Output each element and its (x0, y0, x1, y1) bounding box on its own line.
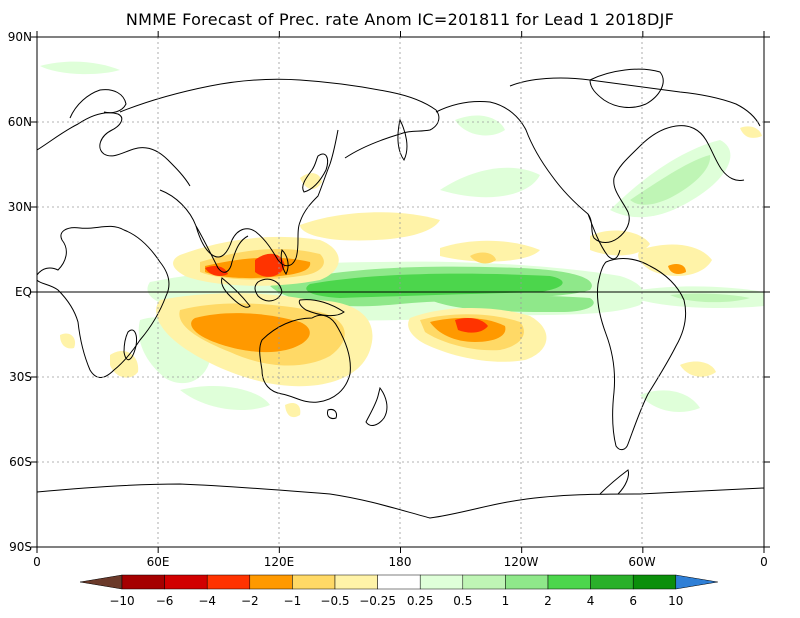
coast-kamchatka (397, 118, 408, 161)
coast-central-america (587, 213, 621, 260)
lat-tick-label: 90S (9, 540, 32, 554)
lon-tick-label: 120W (504, 555, 539, 569)
lat-tick-label: EQ (15, 285, 32, 299)
colorbar-label: 6 (629, 594, 637, 608)
lat-tick-label: 90N (8, 30, 32, 44)
colorbar-label: 4 (587, 594, 595, 608)
coastlines (37, 68, 764, 519)
colorbar-segment (164, 574, 208, 590)
coast-asia-north (119, 78, 440, 159)
colorbar-arrow-high (675, 574, 718, 590)
map-title: NMME Forecast of Prec. rate Anom IC=2018… (125, 10, 675, 29)
wet-atlantic-core (670, 293, 750, 303)
dry-north-pacific-subtropic (300, 212, 440, 241)
colorbar-segment (206, 574, 251, 590)
coast-africa (37, 225, 170, 378)
dry-arctic (740, 126, 762, 138)
colorbar-segment (377, 574, 421, 590)
dry-australia-south (285, 403, 301, 418)
wet-south-atlantic (640, 390, 700, 412)
coast-arctic-america (509, 77, 761, 127)
wet-north-atlantic-core (630, 155, 711, 205)
colorbar-segment (121, 574, 165, 590)
colorbar-segment (547, 574, 591, 590)
coast-scandinavia (69, 89, 127, 119)
coast-australia (259, 314, 351, 403)
colorbar-label: −0.5 (320, 594, 349, 608)
colorbar-segment (292, 574, 336, 590)
lat-tick-label: 60N (8, 115, 32, 129)
lat-tick-label: 30S (9, 370, 32, 384)
lon-tick-label: 120E (264, 555, 295, 569)
coast-greenland (589, 68, 664, 108)
lon-tick-label: 0 (33, 555, 41, 569)
lon-tick-label: 60W (628, 555, 655, 569)
latitude-labels: 90N 60N 30N EQ 30S 60S 90S (8, 30, 32, 554)
wet-north-pacific (440, 167, 540, 198)
colorbar-segment (334, 574, 378, 590)
colorbar-label: −1 (284, 594, 302, 608)
colorbar-arrow-low (79, 574, 123, 590)
wet-south-indian (180, 385, 270, 410)
lon-tick-label: 180 (389, 555, 412, 569)
colorbar-segment (590, 574, 634, 590)
coast-europe (37, 112, 191, 187)
dry-atlantic-north-tropic-core (668, 264, 686, 274)
dry-north-tropical-pacific-core (470, 252, 496, 264)
coast-borneo (254, 278, 283, 302)
colorbar-label: 0.25 (407, 594, 434, 608)
lat-tick-label: 30N (8, 200, 32, 214)
lat-tick-label: 60S (9, 455, 32, 469)
colorbar-segment (462, 574, 506, 590)
coast-madagascar (123, 329, 137, 361)
colorbar-label: −4 (198, 594, 216, 608)
anomaly-field (40, 61, 764, 418)
colorbar: −10 −6 −4 −2 −1 −0.5 −0.25 0.25 0.5 1 2 4 6 10 (79, 574, 718, 608)
dry-caribbean (590, 230, 650, 256)
dry-south-africa (110, 351, 139, 378)
coast-north-america (435, 101, 745, 243)
tick-marks (31, 31, 770, 553)
dry-atlantic-north-tropic (638, 244, 712, 276)
coast-antarctica (37, 483, 764, 519)
colorbar-label: 0.5 (453, 594, 472, 608)
dry-south-atlantic (680, 361, 716, 377)
coast-philippines (280, 249, 289, 275)
coast-new-zealand (365, 386, 388, 426)
dry-indian-ocean (191, 313, 310, 353)
colorbar-label: 2 (544, 594, 552, 608)
dry-japan (300, 173, 322, 190)
longitude-labels: 0 60E 120E 180 120W 60W 0 (33, 555, 768, 569)
dry-north-tropical-pacific (440, 240, 540, 262)
colorbar-segment (632, 574, 677, 590)
coast-sumatra (221, 277, 251, 308)
colorbar-label: −10 (109, 594, 134, 608)
coast-antarctic-peninsula (599, 469, 629, 495)
colorbar-segment (419, 574, 464, 590)
colorbar-label: −0.25 (359, 594, 396, 608)
colorbar-label: −2 (241, 594, 259, 608)
coast-asia-south (159, 129, 339, 267)
dry-south-pacific-core (455, 318, 488, 333)
dry-east-africa (60, 333, 76, 349)
dry-sumatra-core (205, 266, 228, 276)
wet-north-pacific-2 (455, 115, 505, 136)
colorbar-label: 10 (668, 594, 683, 608)
lon-tick-label: 0 (760, 555, 768, 569)
colorbar-label: −6 (156, 594, 174, 608)
colorbar-label: 1 (502, 594, 510, 608)
wet-arctic (40, 61, 120, 75)
lon-tick-label: 60E (147, 555, 170, 569)
coast-india (195, 225, 249, 273)
coast-south-america (597, 258, 687, 451)
coast-tasmania (327, 409, 337, 419)
colorbar-segment (249, 574, 293, 590)
coast-japan (302, 153, 329, 193)
coast-new-guinea (298, 299, 345, 317)
colorbar-segment (505, 574, 549, 590)
